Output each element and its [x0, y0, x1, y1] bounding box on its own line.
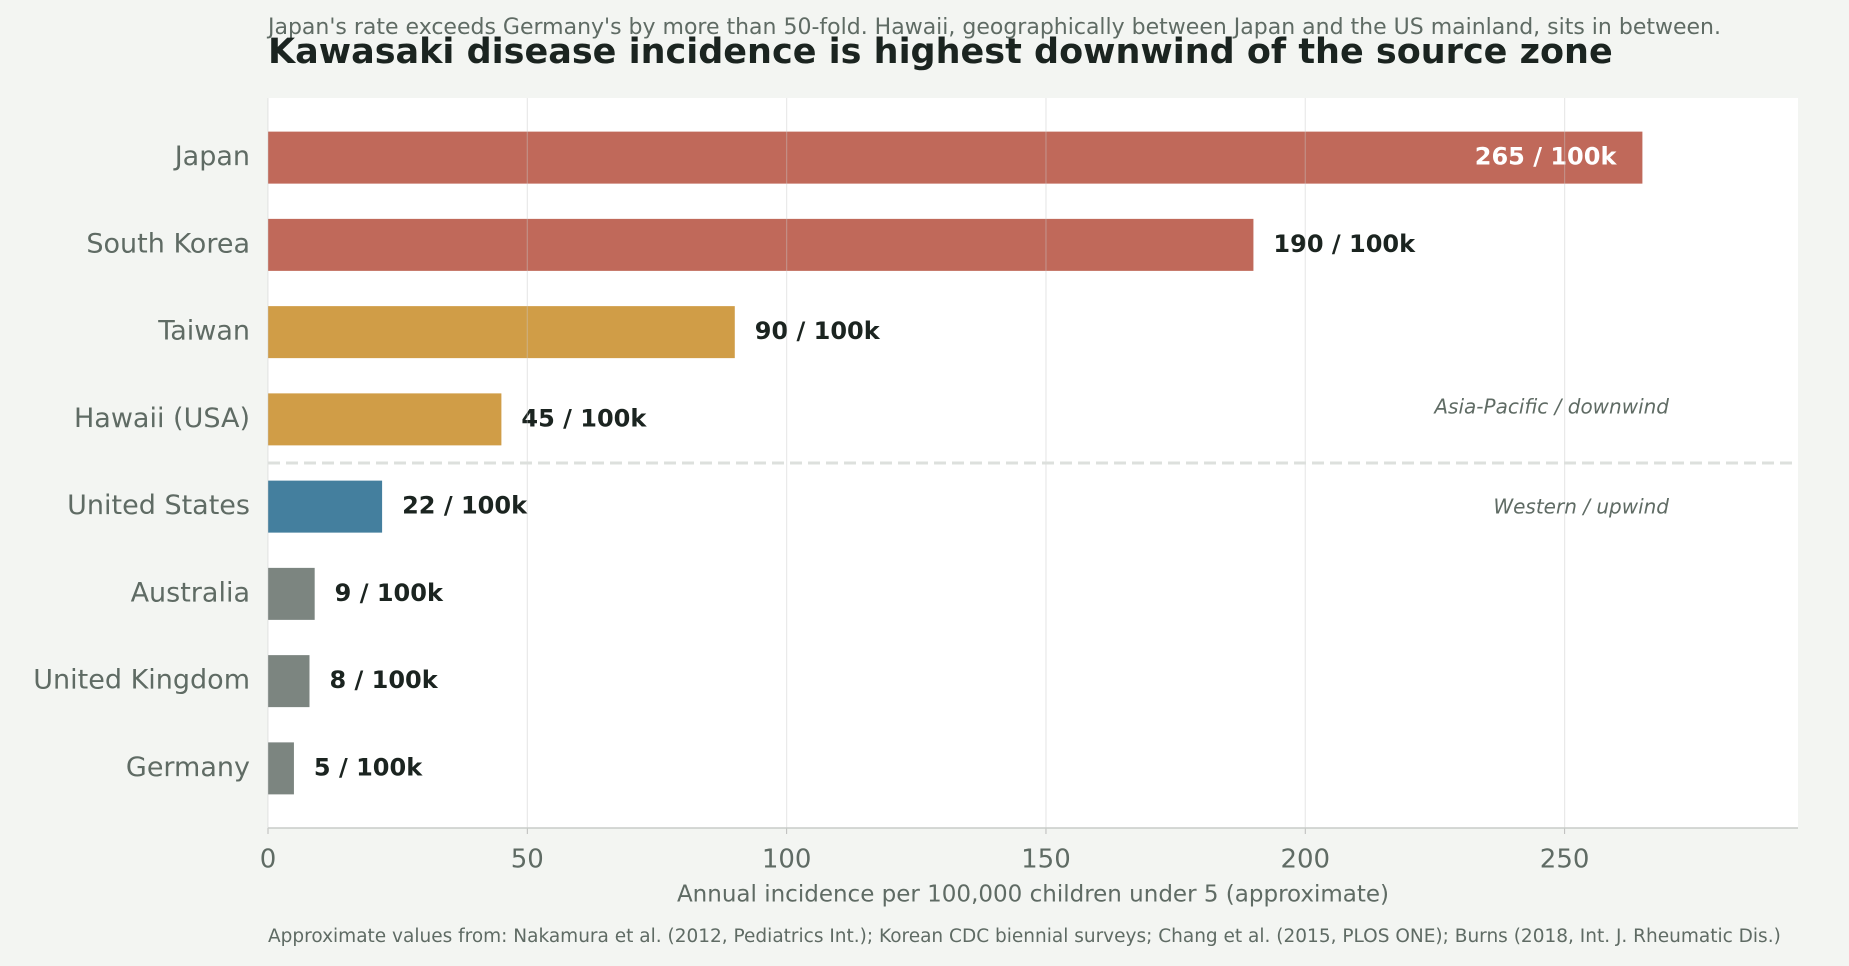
y-tick-label: Australia	[131, 577, 250, 608]
bar	[268, 567, 315, 620]
x-tick-label: 50	[511, 845, 544, 875]
bar	[268, 655, 310, 708]
y-tick-label: Hawaii (USA)	[74, 403, 250, 434]
x-tick-label: 200	[1280, 845, 1330, 875]
x-tick-label: 0	[260, 845, 277, 875]
bar	[268, 742, 294, 795]
x-tick-label: 150	[1021, 845, 1071, 875]
bar	[268, 480, 383, 533]
value-label: 9 / 100k	[335, 579, 444, 607]
x-tick-label: 250	[1540, 845, 1590, 875]
value-label: 5 / 100k	[314, 753, 423, 781]
value-label: 45 / 100k	[521, 404, 647, 432]
bar	[268, 218, 1254, 271]
y-tick-label: United Kingdom	[33, 665, 250, 696]
value-label: 265 / 100k	[1475, 143, 1618, 171]
y-tick-label: South Korea	[86, 228, 250, 259]
bar	[268, 131, 1643, 184]
y-tick-label: United States	[67, 490, 250, 521]
value-label: 22 / 100k	[402, 492, 528, 520]
bar	[268, 393, 502, 446]
x-tick-label: 100	[762, 845, 812, 875]
value-label: 90 / 100k	[755, 317, 881, 345]
y-tick-label: Japan	[173, 141, 250, 172]
y-tick-label: Taiwan	[157, 316, 250, 347]
x-axis-label: Annual incidence per 100,000 children un…	[677, 882, 1389, 908]
value-label: 8 / 100k	[329, 666, 438, 694]
annotation: Asia-Pacific / downwind	[1432, 395, 1669, 419]
chart-title: Kawasaki disease incidence is highest do…	[268, 32, 1613, 72]
bar	[268, 306, 735, 359]
y-tick-label: Germany	[126, 752, 250, 783]
value-label: 190 / 100k	[1273, 230, 1416, 258]
chart-subtitle: Japan's rate exceeds Germany's by more t…	[266, 15, 1721, 40]
source-note: Approximate values from: Nakamura et al.…	[268, 926, 1781, 947]
annotation: Western / upwind	[1493, 495, 1669, 519]
